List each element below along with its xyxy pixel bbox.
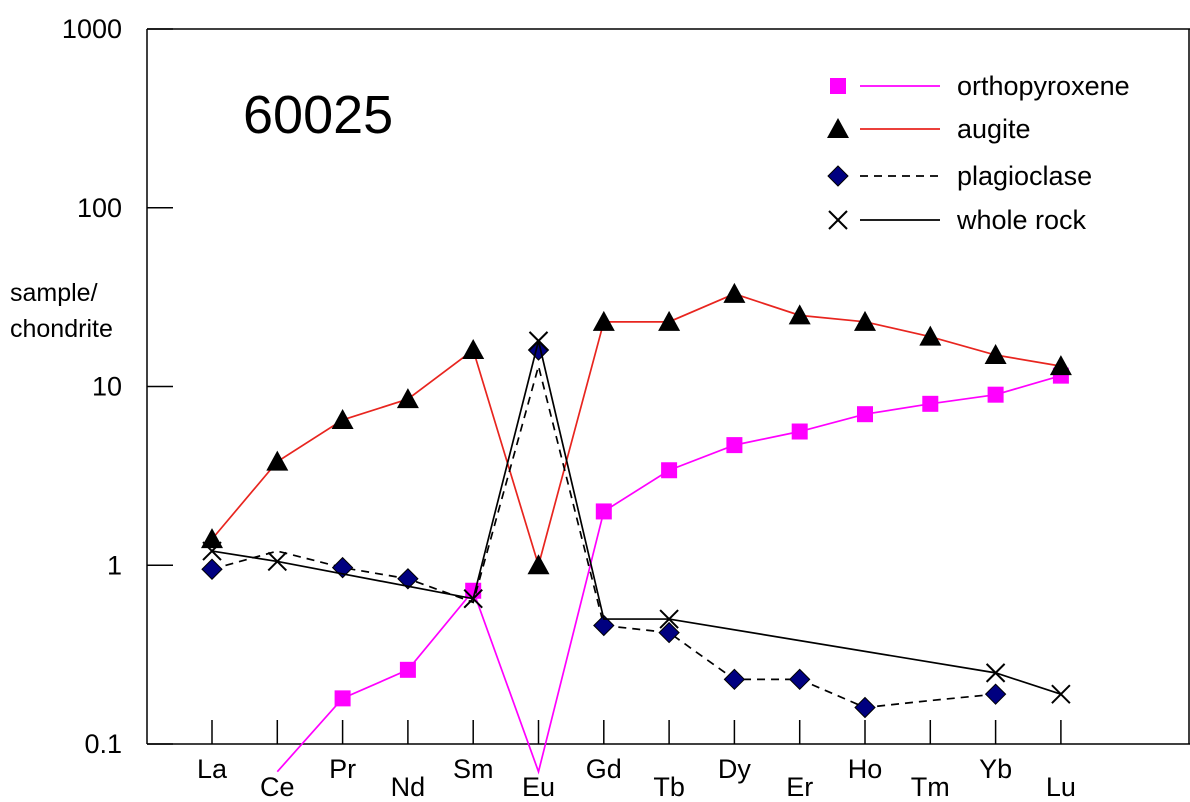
data-point-plagioclase — [984, 683, 1007, 705]
y-tick-label: 0.1 — [84, 729, 122, 759]
data-point-plagioclase — [723, 668, 746, 691]
data-point-augite — [266, 450, 289, 471]
data-point-augite — [396, 388, 419, 409]
y-axis-label-line-1: sample/ — [10, 279, 98, 307]
legend-label-orthopyroxene: orthopyroxene — [957, 71, 1130, 101]
series-orthopyroxene — [276, 367, 1069, 775]
x-marker-stroke — [202, 541, 222, 561]
x-marker-stroke — [267, 551, 288, 572]
data-point-augite — [723, 282, 746, 303]
x-tick-label: Dy — [718, 754, 751, 784]
x-tick-label: Sm — [453, 754, 494, 784]
x-tick-label: Tm — [911, 772, 950, 802]
x-marker-stroke — [528, 331, 549, 351]
data-point-augite — [201, 528, 223, 549]
data-point-augite — [919, 325, 942, 346]
x-marker-stroke — [985, 663, 1006, 683]
data-point-orthopyroxene — [857, 406, 873, 423]
series-line-plagioclase — [211, 362, 996, 709]
x-marker-stroke — [1051, 684, 1071, 704]
data-point-plagioclase — [658, 621, 680, 644]
y-axis-label-line-2: chondrite — [10, 315, 113, 343]
series-plagioclase — [201, 339, 1007, 719]
data-point-whole-rock — [659, 609, 679, 629]
data-point-augite — [1049, 355, 1072, 376]
legend-item-plagioclase: plagioclase — [827, 161, 1092, 191]
y-tick-label: 100 — [77, 193, 122, 223]
legend-marker-orthopyroxene — [830, 78, 846, 94]
y-tick-label: 1 — [107, 550, 122, 580]
legend-item-whole-rock: whole rock — [828, 205, 1087, 235]
x-tick-label: Er — [786, 772, 813, 802]
data-point-augite — [331, 408, 354, 429]
data-point-plagioclase — [593, 614, 615, 637]
data-point-orthopyroxene — [334, 690, 351, 707]
legend-label-plagioclase: plagioclase — [957, 161, 1092, 191]
x-tick-label: La — [197, 754, 228, 784]
x-tick-label: Ce — [260, 772, 295, 802]
data-point-orthopyroxene — [987, 386, 1004, 403]
series-augite — [201, 282, 1072, 575]
legend-item-augite: augite — [827, 114, 1031, 144]
series-line-augite — [211, 292, 1062, 569]
x-marker-stroke — [463, 588, 483, 609]
data-point-plagioclase — [201, 558, 223, 580]
legend-marker-whole-rock — [828, 210, 848, 230]
x-tick-label: Gd — [586, 754, 622, 784]
data-point-augite — [462, 339, 485, 360]
series-line-orthopyroxene — [276, 374, 1062, 775]
data-point-orthopyroxene — [399, 661, 416, 678]
data-point-orthopyroxene — [595, 503, 612, 520]
data-point-whole-rock — [985, 663, 1006, 683]
legend-marker-plagioclase — [827, 165, 849, 187]
data-point-whole-rock — [1051, 684, 1071, 704]
data-point-orthopyroxene — [791, 423, 808, 440]
legend-label-whole-rock: whole rock — [956, 205, 1087, 235]
x-tick-label: Yb — [979, 754, 1012, 784]
data-point-plagioclase — [397, 568, 419, 590]
data-point-augite — [592, 310, 615, 331]
data-point-plagioclase — [854, 696, 876, 719]
legend-label-augite: augite — [957, 114, 1031, 144]
data-point-whole-rock — [528, 331, 549, 351]
legend: orthopyroxene augite plagioclase whole rock — [827, 71, 1130, 235]
x-marker-stroke — [659, 609, 679, 629]
data-point-augite — [854, 310, 876, 331]
data-point-augite — [527, 554, 550, 575]
legend-item-orthopyroxene: orthopyroxene — [830, 71, 1130, 101]
data-point-augite — [658, 310, 681, 331]
x-tick-label: Pr — [329, 754, 356, 784]
x-axis: La Ce Pr Nd Sm Eu Gd Tb Dy Er Ho Tm Yb Lu — [147, 720, 1190, 802]
chart-title: 60025 — [243, 85, 393, 145]
x-marker-stroke — [828, 210, 848, 230]
data-point-orthopyroxene — [922, 395, 939, 412]
x-tick-label: Lu — [1046, 772, 1076, 802]
x-tick-label: Eu — [522, 772, 555, 802]
y-tick-label: 1000 — [62, 14, 122, 44]
x-tick-label: Nd — [391, 772, 426, 802]
data-point-whole-rock — [202, 541, 222, 561]
data-point-whole-rock — [267, 551, 288, 572]
x-tick-label: Tb — [653, 772, 685, 802]
data-point-augite — [788, 304, 811, 325]
y-tick-label: 10 — [92, 372, 122, 402]
data-point-orthopyroxene — [726, 437, 743, 454]
data-point-plagioclase — [788, 668, 811, 691]
data-point-orthopyroxene — [661, 462, 678, 479]
y-axis: 0.1 1 10 100 1000 — [62, 14, 173, 759]
plot-frame — [147, 28, 1190, 744]
series-whole-rock — [202, 331, 1071, 704]
data-point-whole-rock — [463, 588, 483, 609]
series-line-whole-rock — [211, 340, 1062, 695]
data-point-augite — [984, 344, 1007, 365]
legend-marker-augite — [827, 118, 849, 138]
series-layer — [201, 282, 1072, 775]
x-tick-label: Ho — [848, 754, 883, 784]
